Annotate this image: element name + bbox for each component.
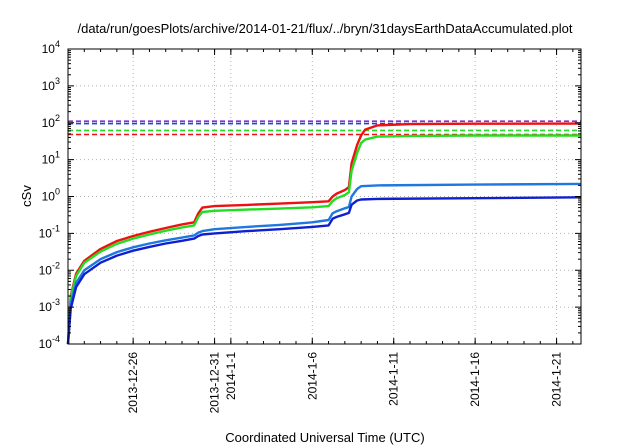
series-line-3 (66, 182, 582, 345)
y-tick-label: 103 (42, 76, 60, 93)
y-tick-label: 102 (42, 113, 60, 130)
y-tick-label: 100 (42, 187, 60, 204)
y-tick-label: 101 (42, 150, 60, 167)
y-tick-label: 10-4 (39, 334, 60, 351)
x-tick-label: 2014-1-1 (224, 352, 238, 400)
x-tick-label: 2014-1-16 (468, 352, 482, 407)
series-lines (66, 122, 582, 345)
series-line-1 (66, 122, 582, 345)
y-tick-label: 10-3 (39, 297, 60, 314)
y-tick-label: 10-2 (39, 260, 60, 277)
y-axis-label: cSv (19, 185, 34, 207)
x-axis-label: Coordinated Universal Time (UTC) (225, 430, 424, 445)
y-tick-label: 10-1 (39, 223, 60, 240)
y-tick-labels: 10-4 10-3 10-2 10-1 100 101 102 103 104 (39, 39, 60, 351)
grid (68, 49, 581, 344)
chart-title: /data/run/goesPlots/archive/2014-01-21/f… (77, 21, 572, 36)
x-tick-label: 2013-12-31 (208, 352, 222, 414)
x-tick-label: 2014-1-11 (387, 352, 401, 406)
x-tick-label: 2014-1-21 (550, 352, 564, 407)
series-line-4 (66, 196, 582, 345)
x-tick-labels: 2013-12-26 2013-12-31 2014-1-1 2014-1-6 2014… (126, 352, 563, 414)
x-tick-label: 2013-12-26 (126, 352, 140, 414)
y-tick-label: 104 (42, 39, 60, 56)
series-line-2 (66, 134, 581, 345)
axis-ticks (67, 48, 581, 345)
x-tick-label: 2014-1-6 (305, 352, 319, 400)
